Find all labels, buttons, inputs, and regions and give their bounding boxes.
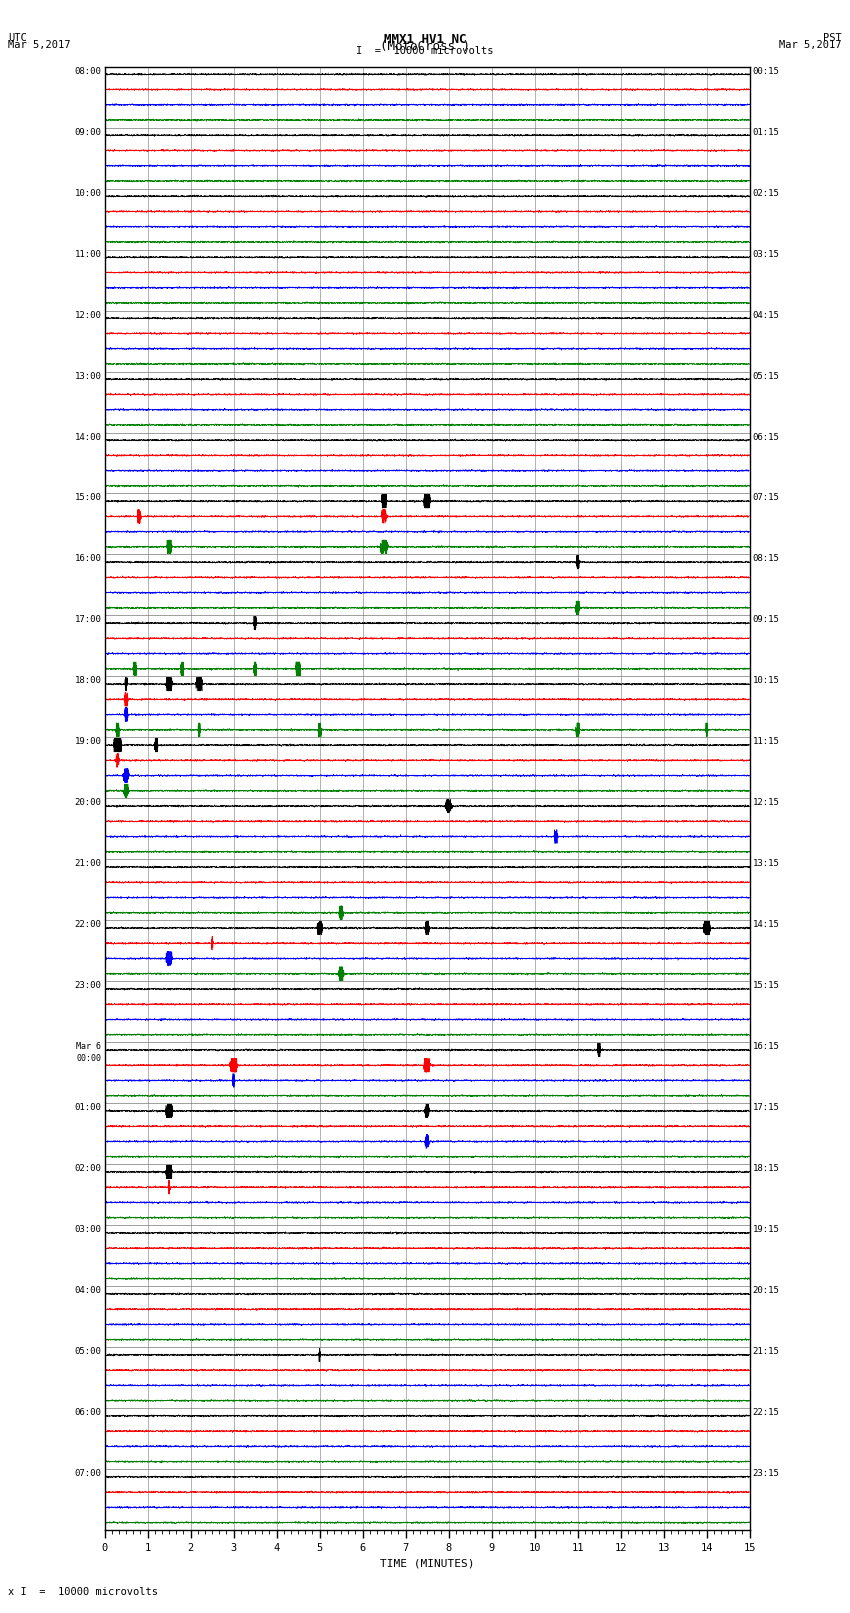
Text: Mar 5,2017: Mar 5,2017 [8, 39, 71, 50]
Text: I  =  10000 microvolts: I = 10000 microvolts [356, 47, 494, 56]
Text: 19:15: 19:15 [753, 1226, 779, 1234]
Text: 15:15: 15:15 [753, 981, 779, 990]
Text: 09:00: 09:00 [75, 127, 101, 137]
Text: 15:00: 15:00 [75, 494, 101, 503]
Text: 11:15: 11:15 [753, 737, 779, 747]
Text: 13:00: 13:00 [75, 371, 101, 381]
Text: (MotoCross ): (MotoCross ) [380, 39, 470, 53]
Text: 00:15: 00:15 [753, 66, 779, 76]
Text: 12:15: 12:15 [753, 798, 779, 808]
Text: 17:15: 17:15 [753, 1103, 779, 1113]
Text: 02:00: 02:00 [75, 1165, 101, 1173]
Text: 03:00: 03:00 [75, 1226, 101, 1234]
Text: Mar 6: Mar 6 [76, 1042, 101, 1052]
Text: MMX1 HV1 NC: MMX1 HV1 NC [383, 32, 467, 47]
Text: 10:15: 10:15 [753, 676, 779, 686]
Text: 22:00: 22:00 [75, 921, 101, 929]
Text: 19:00: 19:00 [75, 737, 101, 747]
Text: 14:00: 14:00 [75, 432, 101, 442]
Text: 04:00: 04:00 [75, 1286, 101, 1295]
Text: 08:00: 08:00 [75, 66, 101, 76]
Text: 08:15: 08:15 [753, 555, 779, 563]
Text: 02:15: 02:15 [753, 189, 779, 197]
Text: 14:15: 14:15 [753, 921, 779, 929]
Text: 01:00: 01:00 [75, 1103, 101, 1113]
Text: 11:00: 11:00 [75, 250, 101, 258]
Text: 05:15: 05:15 [753, 371, 779, 381]
Text: 01:15: 01:15 [753, 127, 779, 137]
Text: 20:00: 20:00 [75, 798, 101, 808]
Text: UTC: UTC [8, 32, 27, 44]
Text: 00:00: 00:00 [76, 1053, 101, 1063]
Text: 20:15: 20:15 [753, 1286, 779, 1295]
Text: 10:00: 10:00 [75, 189, 101, 197]
Text: 23:15: 23:15 [753, 1469, 779, 1478]
Text: 21:00: 21:00 [75, 860, 101, 868]
Text: 21:15: 21:15 [753, 1347, 779, 1357]
Text: 16:00: 16:00 [75, 555, 101, 563]
Text: 22:15: 22:15 [753, 1408, 779, 1418]
Text: x I  =  10000 microvolts: x I = 10000 microvolts [8, 1587, 158, 1597]
Text: 04:15: 04:15 [753, 311, 779, 319]
Text: 07:00: 07:00 [75, 1469, 101, 1478]
Text: 07:15: 07:15 [753, 494, 779, 503]
Text: 18:15: 18:15 [753, 1165, 779, 1173]
Text: 17:00: 17:00 [75, 616, 101, 624]
Text: 05:00: 05:00 [75, 1347, 101, 1357]
Text: 23:00: 23:00 [75, 981, 101, 990]
Text: 12:00: 12:00 [75, 311, 101, 319]
X-axis label: TIME (MINUTES): TIME (MINUTES) [380, 1560, 474, 1569]
Text: 06:00: 06:00 [75, 1408, 101, 1418]
Text: 06:15: 06:15 [753, 432, 779, 442]
Text: 16:15: 16:15 [753, 1042, 779, 1052]
Text: 13:15: 13:15 [753, 860, 779, 868]
Text: PST: PST [823, 32, 842, 44]
Text: 18:00: 18:00 [75, 676, 101, 686]
Text: 03:15: 03:15 [753, 250, 779, 258]
Text: Mar 5,2017: Mar 5,2017 [779, 39, 842, 50]
Text: 09:15: 09:15 [753, 616, 779, 624]
